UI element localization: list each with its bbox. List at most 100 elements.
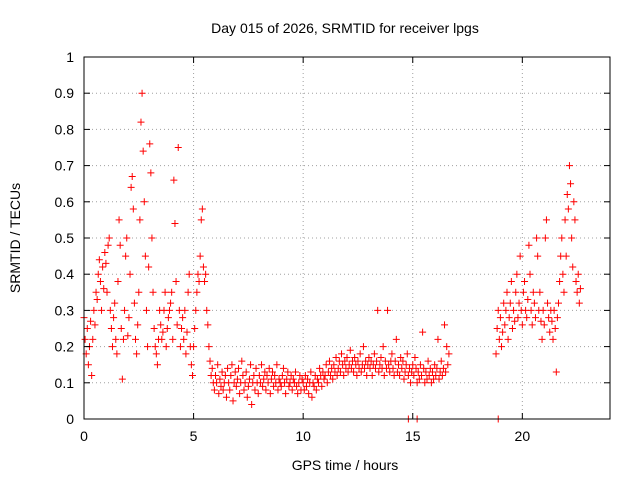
data-point [391, 357, 399, 365]
data-point [389, 364, 397, 372]
data-point [147, 169, 155, 177]
data-point [136, 216, 144, 224]
data-point [503, 288, 511, 296]
data-point [492, 350, 500, 358]
data-point [149, 288, 157, 296]
data-point [496, 314, 504, 322]
data-point [174, 144, 182, 151]
data-point [245, 375, 253, 383]
x-tick-label: 0 [80, 428, 88, 444]
data-point [224, 364, 232, 372]
data-point [258, 361, 266, 369]
data-point [340, 372, 348, 380]
data-point [229, 397, 237, 405]
data-point [129, 205, 137, 213]
data-point [183, 328, 191, 336]
y-axis-title: SRMTID / TECUs [7, 183, 23, 293]
data-point [318, 382, 326, 390]
data-point [265, 364, 273, 372]
data-point [132, 335, 140, 343]
ticks-layer [83, 56, 610, 420]
data-point [423, 375, 431, 383]
data-point [441, 321, 449, 329]
data-point [140, 198, 148, 206]
data-point [347, 364, 355, 372]
data-point [144, 343, 152, 351]
data-point [260, 375, 268, 383]
data-point [420, 364, 428, 372]
data-point [110, 314, 118, 322]
data-point [157, 321, 165, 329]
data-point [407, 379, 415, 387]
data-point [538, 335, 546, 343]
data-point [247, 361, 255, 369]
x-tick-label: 10 [295, 428, 311, 444]
data-point [116, 241, 124, 249]
data-point [268, 368, 276, 376]
y-tick-label: 0.7 [55, 158, 75, 174]
data-point [561, 216, 569, 224]
data-point [544, 299, 552, 307]
data-point [190, 343, 198, 351]
data-point [238, 357, 246, 365]
data-point [81, 335, 89, 343]
data-point [215, 390, 223, 398]
data-point [515, 299, 523, 307]
data-point [568, 234, 576, 242]
data-point [118, 375, 126, 383]
data-point [282, 390, 290, 398]
data-point [232, 382, 240, 390]
data-point [164, 314, 172, 322]
data-point [398, 364, 406, 372]
data-point [261, 368, 269, 376]
data-point [167, 299, 175, 307]
data-point [365, 353, 373, 361]
data-point [213, 379, 221, 387]
data-point [102, 259, 110, 267]
data-point [165, 306, 173, 314]
data-point [510, 306, 518, 314]
data-point [241, 379, 249, 387]
data-point [178, 325, 186, 332]
data-point [206, 357, 214, 365]
data-point [233, 375, 241, 383]
data-point [310, 382, 318, 390]
data-point [549, 335, 557, 343]
data-point [395, 361, 403, 369]
data-point [93, 296, 101, 304]
data-point [181, 306, 189, 314]
data-point [219, 386, 227, 394]
y-tick-label: 0.2 [55, 339, 75, 355]
data-point [146, 140, 154, 148]
data-point [205, 343, 213, 351]
data-point [575, 299, 583, 307]
data-point [212, 372, 219, 380]
data-point [439, 364, 447, 372]
grid-layer [84, 57, 610, 419]
data-point [103, 288, 111, 296]
data-point [573, 288, 581, 296]
data-point [99, 263, 107, 271]
data-point [98, 306, 106, 314]
data-point [425, 372, 433, 380]
data-point [187, 361, 195, 369]
data-point [413, 379, 421, 387]
data-point [414, 368, 422, 376]
data-point [562, 252, 570, 260]
data-point [228, 361, 236, 369]
data-point [142, 306, 150, 314]
data-point [106, 306, 114, 314]
data-point [173, 321, 181, 329]
y-tick-label: 0 [66, 411, 74, 427]
data-point [351, 353, 359, 361]
data-point [551, 325, 559, 332]
data-point [442, 368, 450, 376]
data-point [227, 372, 235, 380]
data-point [299, 379, 307, 387]
data-point [327, 372, 335, 380]
data-point [336, 368, 344, 376]
data-point [574, 270, 582, 278]
data-point [382, 364, 390, 372]
